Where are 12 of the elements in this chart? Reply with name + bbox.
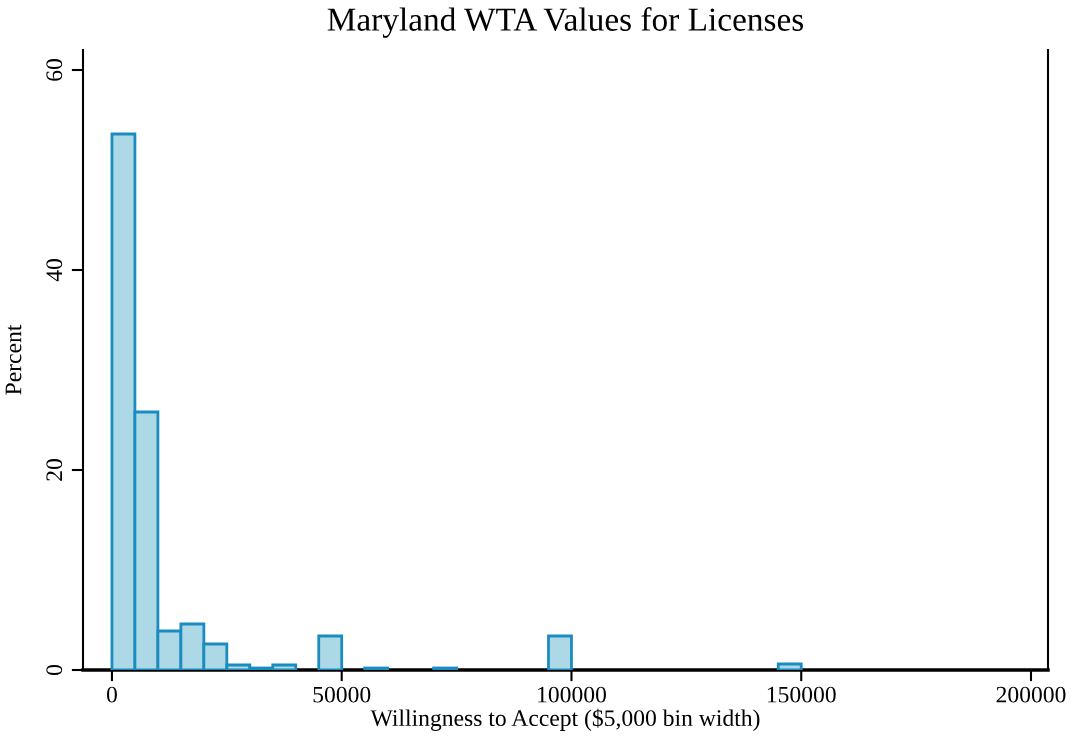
y-tick-label: 0 bbox=[46, 665, 63, 675]
chart-title: Maryland WTA Values for Licenses bbox=[327, 7, 804, 38]
y-tick-label: 60 bbox=[46, 59, 63, 81]
x-tick-label: 0 bbox=[106, 686, 117, 703]
y-tick-label: 40 bbox=[46, 259, 63, 282]
x-axis-title: Willingness to Accept ($5,000 bin width) bbox=[370, 708, 760, 731]
x-tick-label: 100000 bbox=[538, 686, 606, 703]
x-tick-label: 200000 bbox=[996, 686, 1066, 703]
y-axis-title: Percent bbox=[5, 324, 22, 395]
x-tick-label: 50000 bbox=[313, 686, 371, 703]
y-tick-label: 20 bbox=[46, 459, 63, 481]
x-tick-label: 150000 bbox=[767, 686, 836, 703]
